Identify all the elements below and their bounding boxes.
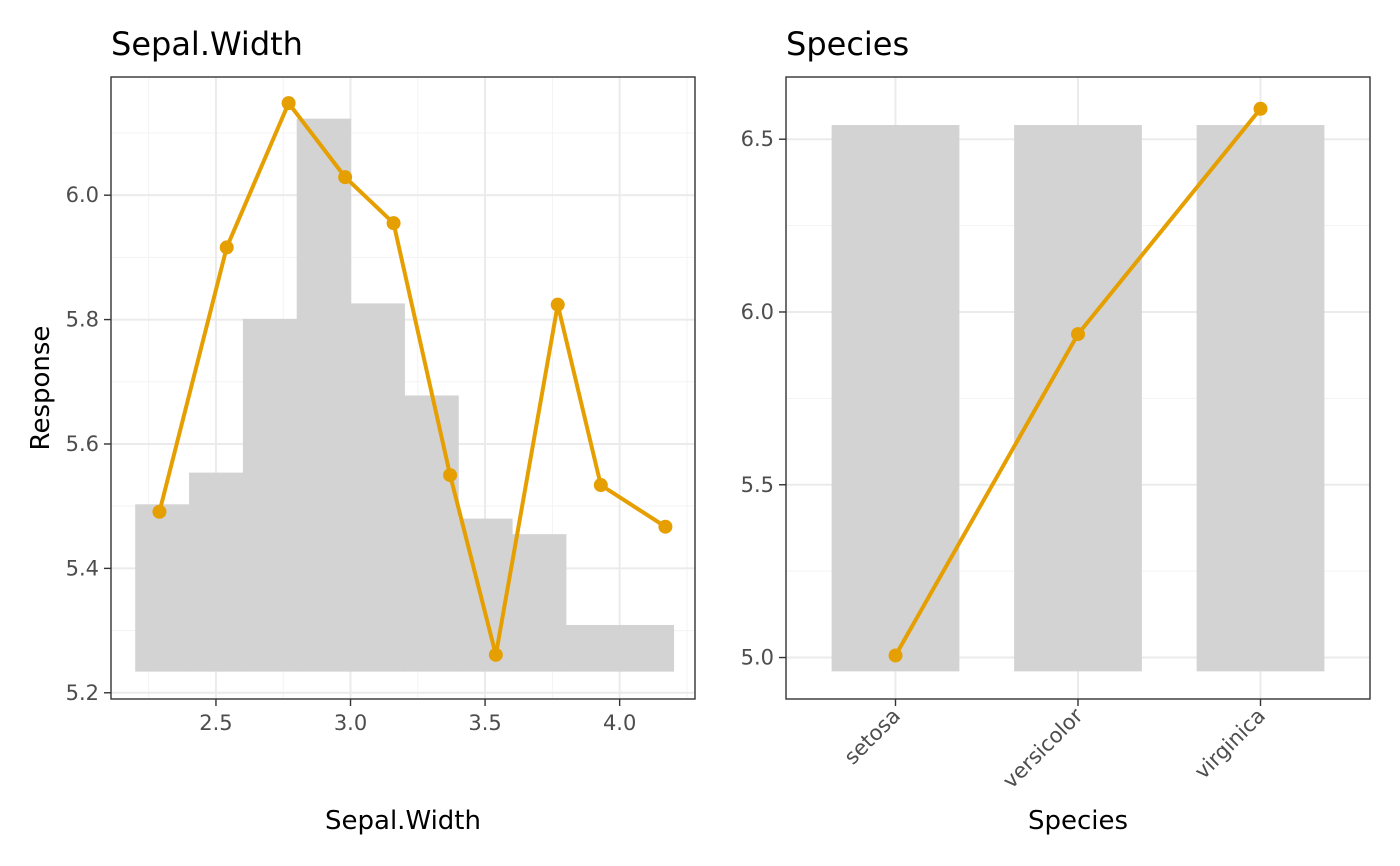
panel1-x-tick-label: 4.0 — [603, 711, 636, 735]
panel1-series-point — [550, 297, 565, 312]
panel1-x-ticks: 2.5 3.0 3.5 4.0 — [199, 699, 636, 735]
sepal-width-panel: 2.5 3.0 3.5 4.0 5.2 5.4 5.6 5.8 6.0 Sepal.Width… — [26, 25, 696, 836]
panel2-y-tick-label: 5.5 — [741, 473, 774, 497]
panel1-histogram-bar — [242, 318, 298, 672]
panel1-series — [152, 96, 673, 662]
panel1-x-tick-label: 3.0 — [334, 711, 367, 735]
panel1-series-point — [658, 519, 673, 534]
panel1-histogram-bar — [565, 624, 621, 672]
panel1-histogram-bar — [619, 624, 675, 672]
panel2-bar — [831, 125, 960, 672]
panel1-y-axis-title: Response — [26, 326, 56, 451]
panel1-series-point — [443, 468, 458, 483]
panel1-y-tick-label: 5.2 — [66, 681, 99, 705]
panel2-x-tick-label: versicolor — [998, 703, 1088, 793]
panel1-series-point — [593, 478, 608, 493]
panel1-histogram — [135, 118, 675, 672]
panel2-series-point — [1071, 327, 1085, 342]
panel1-y-tick-label: 5.6 — [66, 432, 99, 456]
panel1-y-tick-label: 5.4 — [66, 556, 99, 580]
species-panel: setosa versicolor virginica 5.0 5.5 6.0 6.5 S… — [741, 25, 1371, 836]
panel2-series — [888, 101, 1268, 663]
panel2-y-tick-label: 6.0 — [741, 300, 774, 324]
panel2-bar — [1196, 125, 1325, 672]
panel1-y-ticks: 5.2 5.4 5.6 5.8 6.0 — [66, 183, 111, 705]
panel2-bars — [831, 125, 1325, 672]
panel2-y-tick-label: 6.5 — [741, 127, 774, 151]
panel1-histogram-bar — [135, 504, 190, 672]
panel2-y-tick-label: 5.0 — [741, 646, 774, 670]
panel1-y-tick-label: 5.8 — [66, 308, 99, 332]
panel1-y-tick-label: 6.0 — [66, 183, 99, 207]
panel1-series-line — [157, 101, 667, 657]
panel1-series-point — [152, 504, 167, 519]
panel1-border — [110, 76, 696, 700]
panel1-histogram-bar — [296, 118, 352, 672]
panel1-series-point — [219, 240, 234, 255]
panel2-bar — [1014, 125, 1142, 672]
panel1-x-axis-title: Sepal.Width — [325, 806, 481, 836]
panel2-x-tick-label: virginica — [1190, 704, 1270, 784]
panel1-title: Sepal.Width — [111, 25, 303, 63]
panel1-histogram-bar — [511, 534, 567, 672]
panel2-x-axis-title: Species — [1028, 806, 1128, 836]
panel1-series-point — [338, 170, 353, 185]
panel2-x-ticks: setosa versicolor virginica — [839, 699, 1270, 793]
panel1-histogram-bar — [350, 303, 405, 672]
panel2-title: Species — [786, 25, 909, 63]
panel1-histogram-bar — [189, 472, 244, 672]
panel1-series-point — [281, 96, 296, 111]
panel2-series-point — [1253, 101, 1268, 116]
panel1-series-point — [488, 647, 503, 662]
panel2-y-ticks: 5.0 5.5 6.0 6.5 — [741, 127, 786, 670]
panel1-x-tick-label: 3.5 — [468, 711, 501, 735]
panel2-x-tick-label: setosa — [839, 704, 905, 770]
panel1-histogram-bar — [404, 395, 459, 672]
panel1-series-point — [386, 216, 401, 231]
panel1-x-tick-label: 2.5 — [199, 711, 232, 735]
panel2-series-point — [888, 648, 903, 663]
